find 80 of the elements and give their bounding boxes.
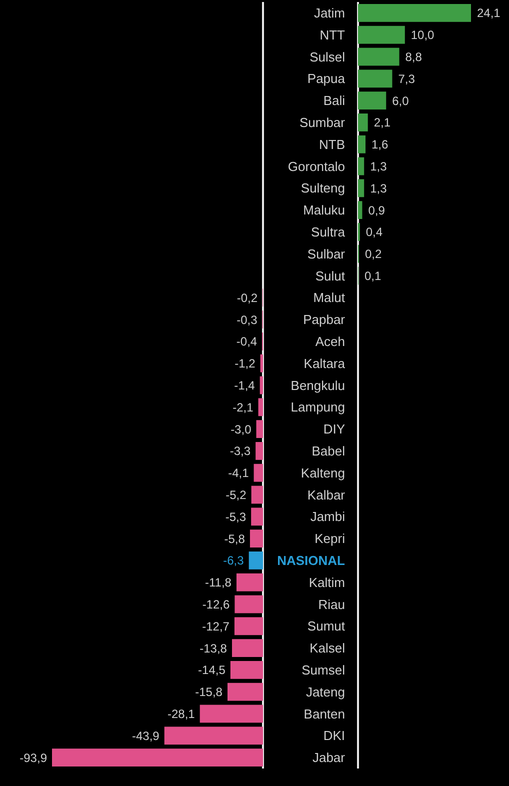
y-tick-label: Sumut (307, 618, 346, 634)
y-tick-label: Papua (307, 71, 346, 86)
data-label: 7,3 (398, 72, 416, 86)
data-label: -1,4 (234, 378, 256, 392)
y-tick-label: Sultra (311, 224, 346, 240)
bar (358, 92, 386, 110)
y-tick-label: Jateng (306, 684, 345, 700)
data-label: -43,9 (132, 728, 160, 743)
data-label: -6,3 (223, 554, 244, 568)
data-label: -14,5 (198, 663, 226, 678)
data-label: 0,1 (364, 268, 382, 283)
data-label: -0,3 (236, 312, 258, 327)
data-label: -15,8 (195, 685, 223, 700)
data-label: -12,6 (202, 597, 230, 612)
data-label: 1,3 (370, 159, 388, 174)
y-tick-label: Kalbar (307, 487, 346, 502)
bar (358, 4, 471, 22)
y-tick-label: NTB (319, 136, 345, 152)
y-tick-label: Sulut (315, 268, 346, 284)
data-label: 0,4 (366, 225, 383, 240)
data-label: -4,1 (228, 466, 250, 480)
bar (358, 26, 405, 44)
data-label: -13,8 (200, 641, 228, 656)
y-tick-label: Bengkulu (290, 378, 345, 393)
y-tick-label: Sulsel (310, 49, 346, 64)
bar (358, 201, 362, 219)
data-label: -0,4 (236, 334, 258, 349)
y-tick-label: Kalteng (300, 465, 345, 480)
y-tick-label: Bali (323, 93, 346, 108)
data-label: 0,2 (364, 247, 382, 262)
data-label: -3,3 (230, 444, 251, 458)
data-label: -5,8 (224, 532, 246, 546)
data-label: 2,1 (374, 116, 391, 130)
bar (358, 135, 366, 154)
data-label: -0,2 (236, 290, 258, 305)
y-tick-label: NASIONAL (277, 553, 346, 568)
data-label: -5,2 (226, 488, 247, 502)
y-tick-label: Jambi (310, 509, 346, 524)
data-label: 1,6 (372, 138, 389, 152)
y-tick-label: DIY (323, 422, 346, 437)
data-label: 8,8 (405, 50, 422, 64)
data-label: 24,1 (477, 6, 501, 20)
y-tick-label: Aceh (315, 334, 345, 349)
data-label: -93,9 (20, 750, 48, 765)
y-tick-label: Sumbar (299, 115, 346, 130)
data-label: -12,7 (202, 619, 230, 634)
y-tick-label: Riau (318, 596, 345, 612)
bar (358, 70, 392, 88)
y-tick-label: Kaltara (304, 356, 346, 371)
y-tick-label: Babel (312, 444, 346, 458)
y-tick-label: Kepri (314, 531, 346, 546)
y-tick-label: Kalsel (310, 640, 346, 656)
y-tick-label: Jatim (314, 6, 345, 20)
y-tick-label: Sulbar (307, 246, 346, 262)
y-tick-label: Papbar (303, 312, 346, 328)
y-tick-label: DKI (323, 728, 345, 744)
y-tick-label: NTT (320, 27, 346, 42)
data-label: -28,1 (168, 706, 196, 721)
y-tick-label: Malut (313, 290, 346, 306)
data-label: -11,8 (205, 576, 232, 590)
bar (358, 179, 364, 198)
data-label: -3,0 (230, 422, 252, 436)
data-label: -1,2 (234, 356, 256, 371)
y-tick-label: Jabar (312, 750, 346, 766)
data-label: 10,0 (410, 28, 435, 42)
y-tick-label: Kaltim (308, 574, 345, 590)
data-label: 0,9 (368, 203, 386, 218)
y-tick-label: Banten (304, 706, 345, 722)
bar (358, 157, 364, 176)
y-tick-label: Lampung (290, 400, 345, 415)
y-tick-label: Sulteng (300, 180, 345, 196)
data-label: 1,3 (370, 181, 388, 196)
data-label: -2,1 (232, 400, 254, 414)
data-label: -5,3 (225, 510, 246, 524)
y-tick-label: Sumsel (302, 662, 346, 678)
y-tick-label: Maluku (303, 202, 345, 218)
data-label: 6,0 (392, 94, 410, 108)
bar (358, 48, 400, 66)
y-tick-label: Gorontalo (288, 158, 345, 174)
bar (358, 114, 368, 132)
